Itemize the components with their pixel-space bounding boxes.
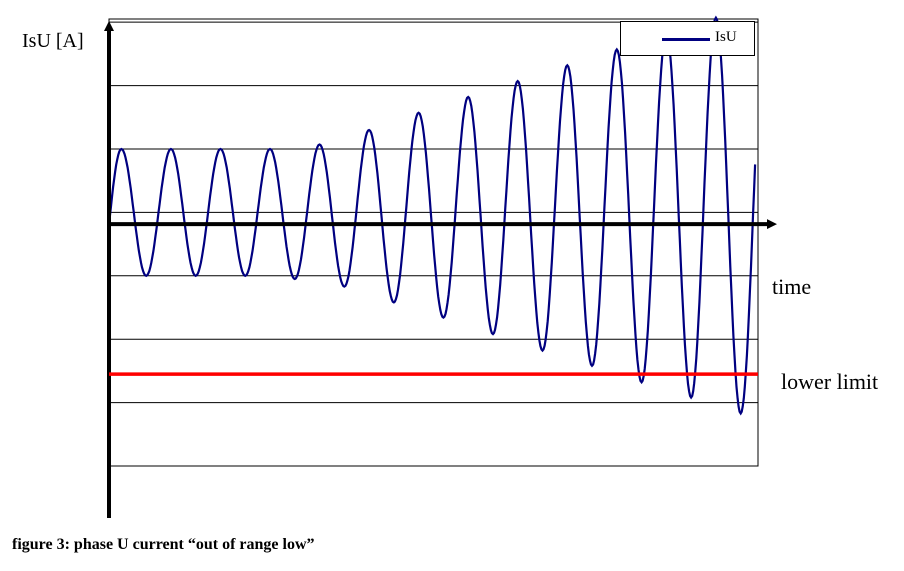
gridlines [109, 21, 758, 467]
x-axis-label: time [772, 274, 812, 299]
figure-caption: figure 3: phase U current “out of range … [12, 536, 315, 553]
legend-label-isu: IsU [715, 29, 737, 45]
lower-limit-label: lower limit [781, 369, 879, 394]
legend-swatch-isu [662, 38, 710, 41]
series-line-isu [107, 15, 757, 416]
legend: IsU [620, 21, 755, 56]
y-axis-label: IsU [A] [22, 30, 84, 52]
